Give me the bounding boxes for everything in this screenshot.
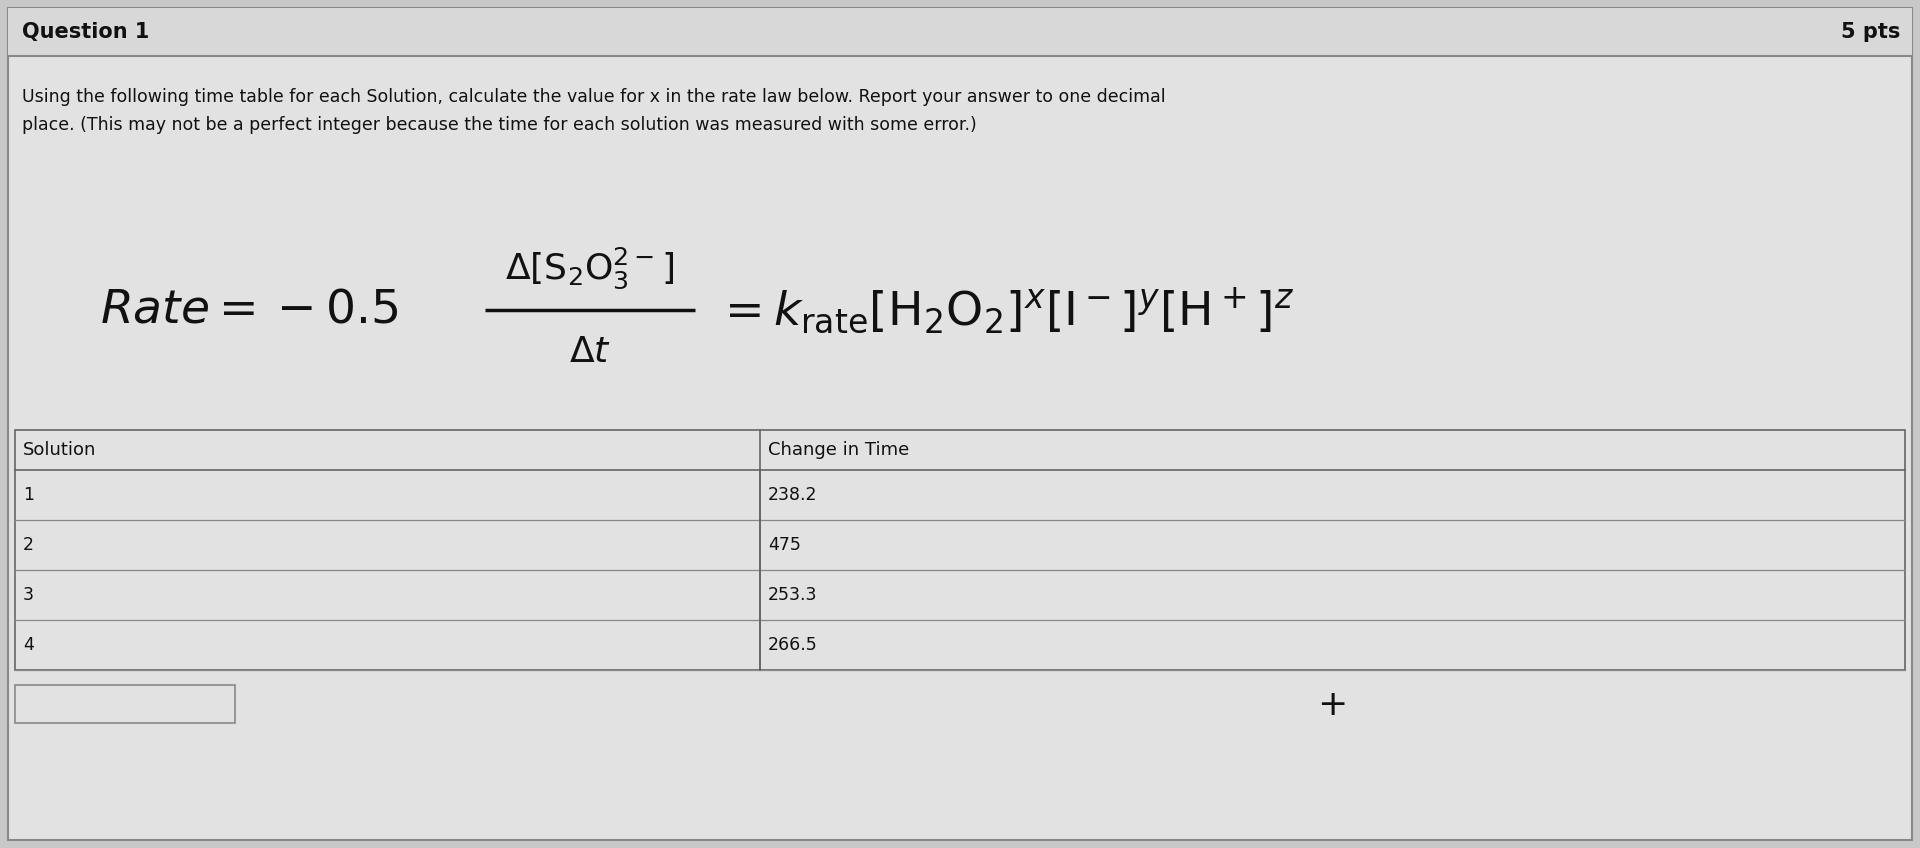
FancyBboxPatch shape [15, 430, 1905, 670]
Text: 238.2: 238.2 [768, 486, 818, 504]
Text: 3: 3 [23, 586, 35, 604]
Text: $\mathit{Rate} = -0.5$: $\mathit{Rate} = -0.5$ [100, 287, 399, 332]
Text: +: + [1317, 688, 1348, 722]
Text: $= k_{\mathrm{rate}}[\mathrm{H_2O_2}]^x[\mathrm{I}^-]^y[\mathrm{H^+}]^z$: $= k_{\mathrm{rate}}[\mathrm{H_2O_2}]^x[… [714, 285, 1294, 335]
Text: Question 1: Question 1 [21, 22, 150, 42]
Text: 4: 4 [23, 636, 35, 654]
Text: Solution: Solution [23, 441, 96, 459]
Text: 253.3: 253.3 [768, 586, 818, 604]
Text: 475: 475 [768, 536, 801, 554]
Text: place. (This may not be a perfect integer because the time for each solution was: place. (This may not be a perfect intege… [21, 116, 977, 134]
Text: $\Delta[\mathrm{S_2O_3^{2-}}]$: $\Delta[\mathrm{S_2O_3^{2-}}]$ [505, 245, 674, 291]
Text: Using the following time table for each Solution, calculate the value for x in t: Using the following time table for each … [21, 88, 1165, 106]
Text: 5 pts: 5 pts [1841, 22, 1901, 42]
Text: 1: 1 [23, 486, 35, 504]
Text: 2: 2 [23, 536, 35, 554]
Text: Change in Time: Change in Time [768, 441, 910, 459]
Text: $\Delta t$: $\Delta t$ [568, 335, 611, 369]
FancyBboxPatch shape [15, 685, 234, 723]
FancyBboxPatch shape [8, 8, 1912, 56]
FancyBboxPatch shape [8, 8, 1912, 840]
Text: 266.5: 266.5 [768, 636, 818, 654]
